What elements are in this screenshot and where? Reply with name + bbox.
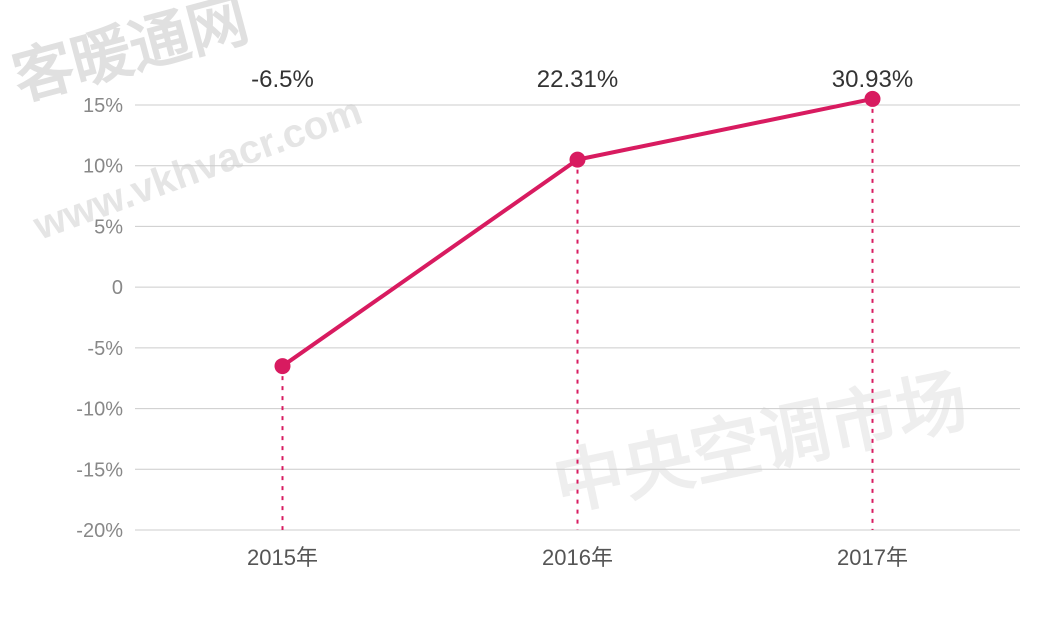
y-tick-label: -15% <box>76 459 123 481</box>
data-label: 30.93% <box>832 66 913 93</box>
data-marker <box>865 91 881 107</box>
y-tick-label: 10% <box>83 156 123 178</box>
y-tick-label: 5% <box>94 216 123 238</box>
data-marker <box>570 152 586 168</box>
data-label: -6.5% <box>251 66 314 93</box>
y-tick-label: 0 <box>112 277 123 299</box>
line-chart: 客暖通网www.vkhvacr.com中央空调市场-20%-15%-10%-5%… <box>0 0 1063 621</box>
y-tick-label: -20% <box>76 520 123 542</box>
y-tick-label: -10% <box>76 399 123 421</box>
x-tick-label: 2017年 <box>837 545 908 570</box>
y-tick-label: 15% <box>83 95 123 117</box>
chart-svg: 客暖通网www.vkhvacr.com中央空调市场-20%-15%-10%-5%… <box>0 0 1063 621</box>
y-tick-label: -5% <box>87 338 123 360</box>
data-label: 22.31% <box>537 66 618 93</box>
x-tick-label: 2016年 <box>542 545 613 570</box>
x-tick-label: 2015年 <box>247 545 318 570</box>
data-marker <box>275 358 291 374</box>
